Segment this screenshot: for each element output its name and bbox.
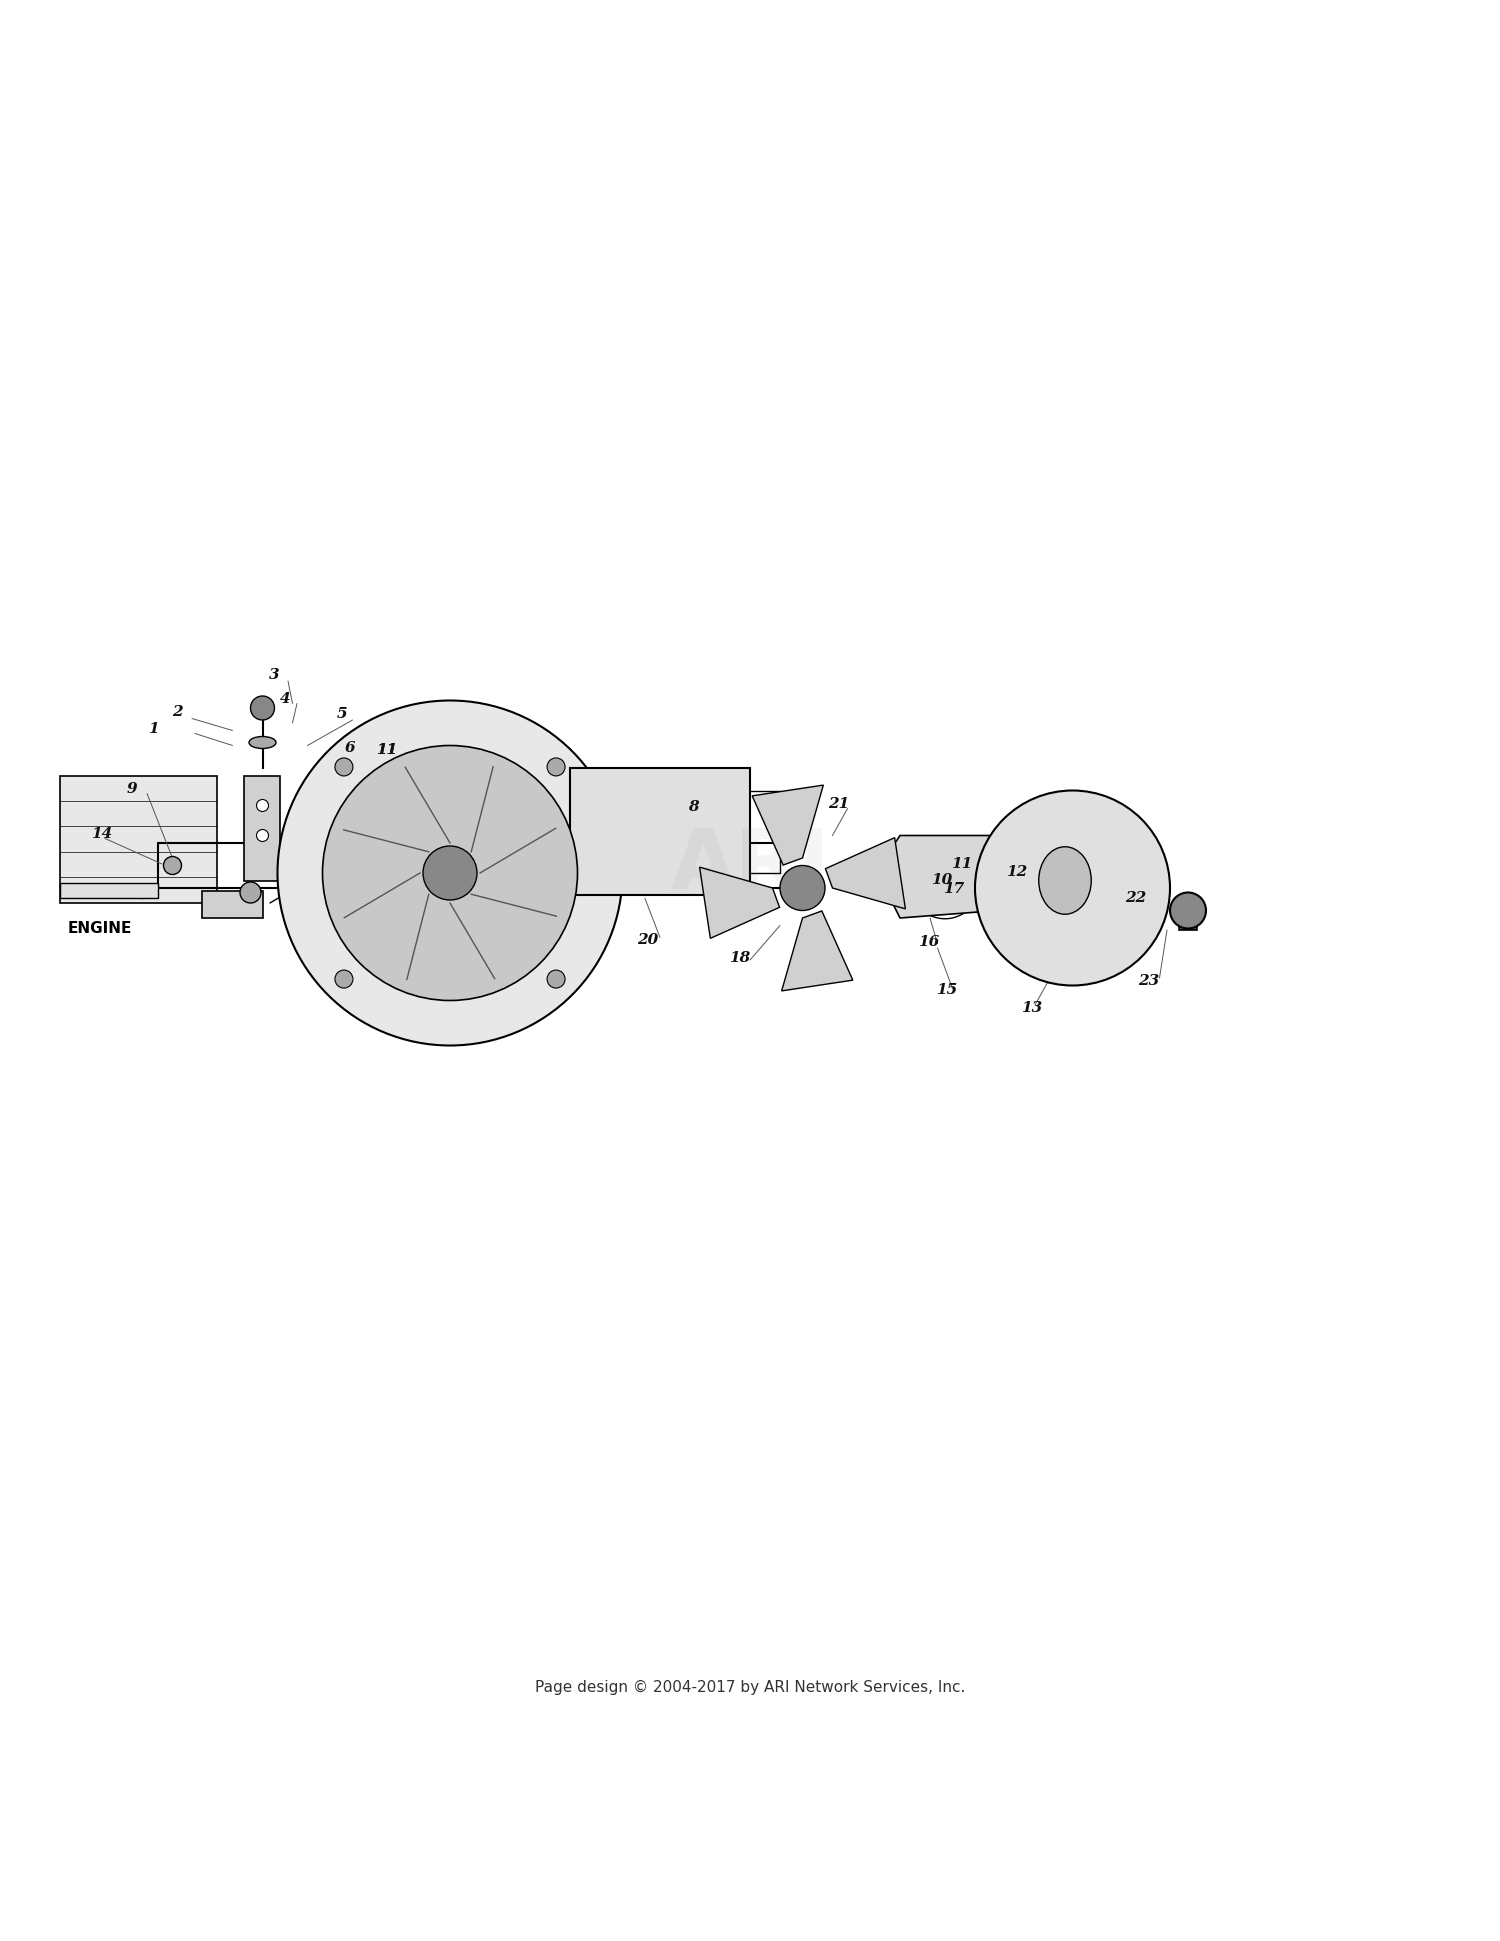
Circle shape	[251, 697, 274, 720]
FancyBboxPatch shape	[60, 883, 158, 899]
Circle shape	[780, 866, 825, 910]
FancyBboxPatch shape	[570, 769, 750, 895]
Text: Page design © 2004-2017 by ARI Network Services, Inc.: Page design © 2004-2017 by ARI Network S…	[536, 1681, 964, 1694]
Circle shape	[278, 701, 622, 1046]
Text: 12: 12	[1007, 864, 1028, 879]
Circle shape	[334, 970, 352, 988]
Text: 2: 2	[171, 705, 183, 720]
Polygon shape	[885, 835, 1005, 918]
Circle shape	[256, 829, 268, 842]
Circle shape	[322, 745, 578, 1000]
Text: ARI: ARI	[670, 825, 830, 906]
FancyBboxPatch shape	[60, 776, 217, 903]
Text: 5: 5	[336, 707, 348, 720]
Text: 11: 11	[376, 743, 398, 757]
Text: 20: 20	[638, 934, 658, 947]
Text: 18: 18	[729, 951, 750, 965]
Circle shape	[975, 790, 1170, 986]
Circle shape	[1170, 893, 1206, 928]
Text: 13: 13	[1022, 1002, 1042, 1015]
Text: 11: 11	[951, 858, 972, 872]
FancyBboxPatch shape	[244, 776, 280, 881]
Circle shape	[548, 757, 566, 776]
Polygon shape	[782, 910, 853, 992]
Circle shape	[548, 970, 566, 988]
Text: 22: 22	[1125, 891, 1146, 906]
Text: 8: 8	[687, 800, 699, 813]
Text: 6: 6	[344, 741, 355, 755]
Ellipse shape	[1038, 846, 1090, 914]
Text: 23: 23	[1138, 974, 1160, 988]
Text: 9: 9	[126, 782, 138, 796]
Polygon shape	[699, 868, 780, 938]
Text: 17: 17	[944, 883, 964, 897]
Circle shape	[423, 846, 477, 901]
FancyBboxPatch shape	[1179, 912, 1197, 930]
FancyBboxPatch shape	[202, 891, 262, 918]
Circle shape	[240, 881, 261, 903]
Text: 16: 16	[918, 936, 939, 949]
Circle shape	[334, 757, 352, 776]
Text: 14: 14	[92, 827, 112, 840]
Text: 1: 1	[147, 722, 159, 736]
Circle shape	[256, 800, 268, 811]
Polygon shape	[825, 839, 906, 908]
Ellipse shape	[249, 736, 276, 749]
Text: 21: 21	[828, 798, 849, 811]
Text: 19: 19	[398, 926, 418, 939]
Text: 4: 4	[279, 693, 291, 707]
Text: 3: 3	[268, 668, 280, 681]
Circle shape	[164, 856, 182, 875]
Polygon shape	[752, 784, 824, 866]
Text: 10: 10	[932, 873, 952, 887]
Text: 7: 7	[516, 815, 528, 829]
Text: 11: 11	[376, 743, 398, 757]
Text: 15: 15	[936, 982, 957, 998]
Text: ENGINE: ENGINE	[68, 920, 132, 936]
